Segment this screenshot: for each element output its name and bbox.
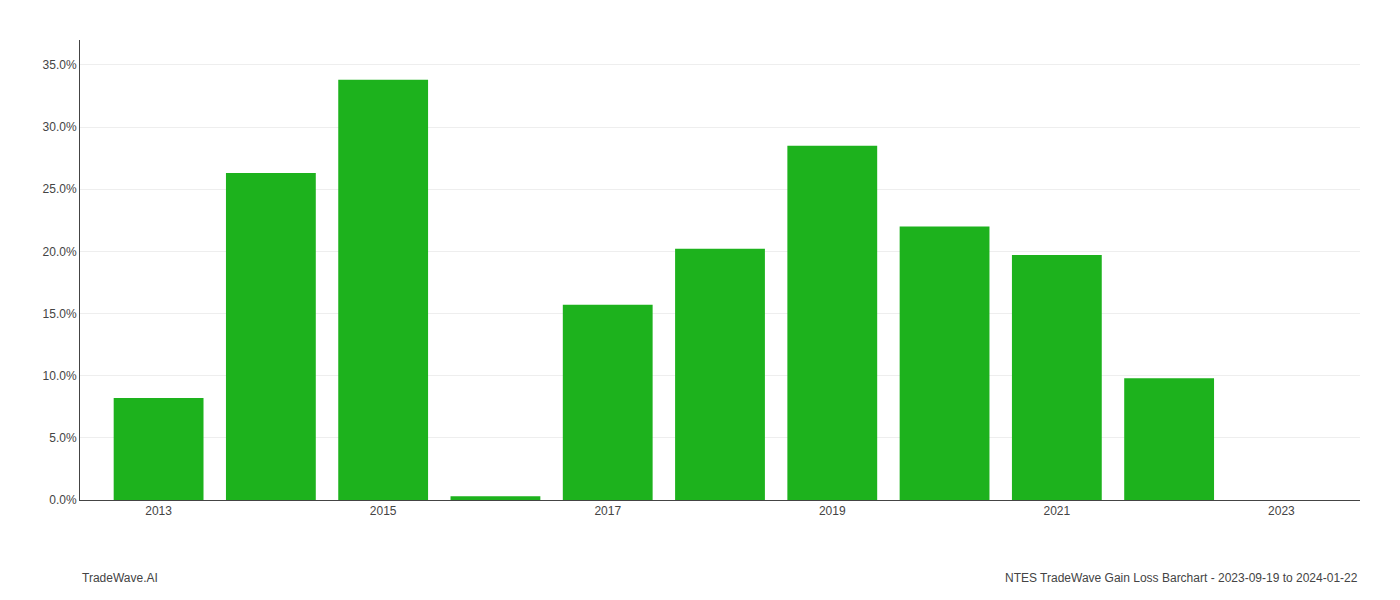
svg-text:5.0%: 5.0%	[49, 431, 77, 445]
svg-text:2019: 2019	[819, 504, 846, 518]
svg-text:10.0%: 10.0%	[43, 369, 77, 383]
svg-text:TradeWave.AI: TradeWave.AI	[82, 571, 158, 585]
svg-text:0.0%: 0.0%	[49, 493, 77, 507]
svg-text:2017: 2017	[594, 504, 621, 518]
svg-text:35.0%: 35.0%	[43, 58, 77, 72]
svg-text:30.0%: 30.0%	[43, 120, 77, 134]
svg-text:25.0%: 25.0%	[43, 182, 77, 196]
svg-text:15.0%: 15.0%	[43, 307, 77, 321]
svg-text:20.0%: 20.0%	[43, 245, 77, 259]
svg-text:2021: 2021	[1043, 504, 1070, 518]
svg-text:2023: 2023	[1268, 504, 1295, 518]
svg-text:2013: 2013	[145, 504, 172, 518]
svg-text:2015: 2015	[370, 504, 397, 518]
svg-text:NTES TradeWave Gain Loss Barch: NTES TradeWave Gain Loss Barchart - 2023…	[1005, 571, 1358, 585]
